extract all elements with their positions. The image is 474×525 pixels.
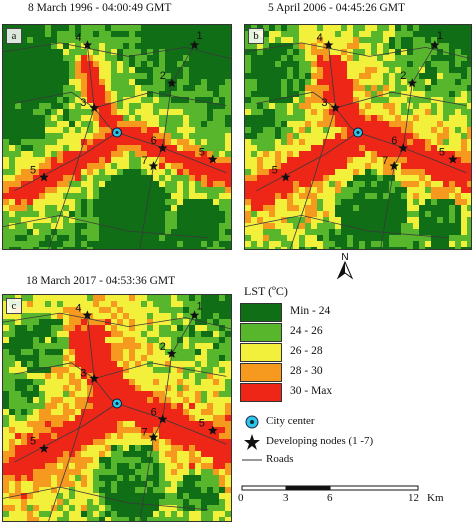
node-label-5: 5 bbox=[199, 418, 205, 430]
node-star-7 bbox=[148, 432, 159, 442]
panel-letter-b: b bbox=[248, 28, 264, 44]
node-star-4 bbox=[82, 40, 93, 50]
node-star-7 bbox=[148, 161, 159, 171]
node-star-7 bbox=[389, 161, 399, 171]
node-label-5: 5 bbox=[272, 164, 278, 176]
node-star-5 bbox=[208, 154, 218, 164]
legend-swatch-4 bbox=[240, 383, 282, 402]
legend-swatch-2 bbox=[240, 343, 282, 362]
lst-raster bbox=[3, 295, 231, 521]
node-star-3 bbox=[89, 373, 99, 383]
scale-tick-6: 6 bbox=[327, 492, 333, 504]
scale-tick-0: 0 bbox=[238, 492, 244, 504]
legend-label-3: 28 - 30 bbox=[290, 365, 323, 377]
road-line-icon bbox=[242, 459, 262, 461]
developing-nodes-label: Developing nodes (1 -7) bbox=[266, 435, 374, 447]
node-label-6: 6 bbox=[151, 135, 157, 147]
node-label-3: 3 bbox=[80, 97, 86, 109]
node-label-2: 2 bbox=[160, 341, 166, 353]
node-label-7: 7 bbox=[382, 155, 388, 167]
node-star-2 bbox=[407, 78, 417, 88]
legend-swatch-1 bbox=[240, 323, 282, 342]
city-center-dot bbox=[115, 131, 119, 135]
node-label-6: 6 bbox=[151, 406, 157, 418]
roads-label: Roads bbox=[266, 453, 294, 465]
node-label-7: 7 bbox=[141, 426, 147, 438]
panel-title-c: 18 March 2017 - 04:53:36 GMT bbox=[26, 275, 176, 287]
panel-title-b: 5 April 2006 - 04:45:26 GMT bbox=[268, 2, 406, 14]
node-star-4 bbox=[82, 310, 93, 320]
roads-layer bbox=[3, 312, 231, 521]
node-label-3: 3 bbox=[321, 97, 327, 109]
node-star-icon bbox=[244, 434, 260, 450]
legend-swatch-0 bbox=[240, 303, 282, 322]
node-star-5 bbox=[39, 172, 49, 182]
node-star-5 bbox=[208, 425, 218, 435]
node-label-5: 5 bbox=[30, 164, 36, 176]
node-label-6: 6 bbox=[391, 135, 397, 147]
scale-tick-12: 12 bbox=[408, 492, 419, 504]
north-label: N bbox=[341, 252, 348, 263]
node-star-1 bbox=[430, 40, 440, 50]
node-star-6 bbox=[157, 414, 168, 424]
node-star-2 bbox=[167, 78, 177, 88]
lst-raster bbox=[3, 25, 231, 249]
node-label-4: 4 bbox=[75, 302, 81, 314]
city-center-icon bbox=[245, 415, 259, 429]
panel-letter-c: c bbox=[6, 298, 22, 314]
node-star-3 bbox=[330, 102, 341, 112]
scale-unit: Km bbox=[427, 492, 444, 504]
node-label-4: 4 bbox=[75, 32, 81, 44]
node-label-1: 1 bbox=[197, 30, 203, 42]
legend-label-2: 26 - 28 bbox=[290, 345, 323, 357]
node-label-1: 1 bbox=[437, 30, 443, 42]
city-center-label: City center bbox=[266, 415, 315, 427]
city-center-dot bbox=[356, 131, 360, 135]
node-star-6 bbox=[398, 143, 408, 153]
node-label-3: 3 bbox=[80, 368, 86, 380]
legend-label-4: 30 - Max bbox=[290, 385, 333, 397]
node-label-4: 4 bbox=[317, 32, 323, 44]
scale-tick-3: 3 bbox=[283, 492, 289, 504]
node-star-1 bbox=[189, 310, 200, 320]
node-label-1: 1 bbox=[197, 300, 203, 312]
north-arrow: N bbox=[332, 250, 358, 280]
legend-label-0: Min - 24 bbox=[290, 305, 331, 317]
legend-label-1: 24 - 26 bbox=[290, 325, 323, 337]
node-label-5: 5 bbox=[439, 146, 445, 158]
node-star-5 bbox=[280, 172, 291, 182]
node-star-1 bbox=[189, 40, 200, 50]
node-label-7: 7 bbox=[141, 155, 147, 167]
node-star-5 bbox=[39, 443, 49, 453]
lst-raster bbox=[245, 25, 471, 249]
node-star-2 bbox=[167, 348, 177, 358]
node-label-5: 5 bbox=[30, 436, 36, 448]
node-star-3 bbox=[89, 102, 99, 112]
node-star-5 bbox=[448, 154, 458, 164]
legend-swatch-3 bbox=[240, 363, 282, 382]
scale-bar bbox=[241, 485, 419, 491]
city-center-dot bbox=[115, 401, 119, 405]
node-star-4 bbox=[323, 40, 334, 50]
node-star-6 bbox=[157, 143, 168, 153]
node-label-2: 2 bbox=[400, 70, 406, 82]
panel-title-a: 8 March 1996 - 04:00:49 GMT bbox=[28, 2, 172, 14]
node-label-5: 5 bbox=[199, 146, 205, 158]
legend-title: LST (ºC) bbox=[244, 284, 288, 298]
panel-letter-a: a bbox=[6, 28, 22, 44]
node-label-2: 2 bbox=[160, 70, 166, 82]
